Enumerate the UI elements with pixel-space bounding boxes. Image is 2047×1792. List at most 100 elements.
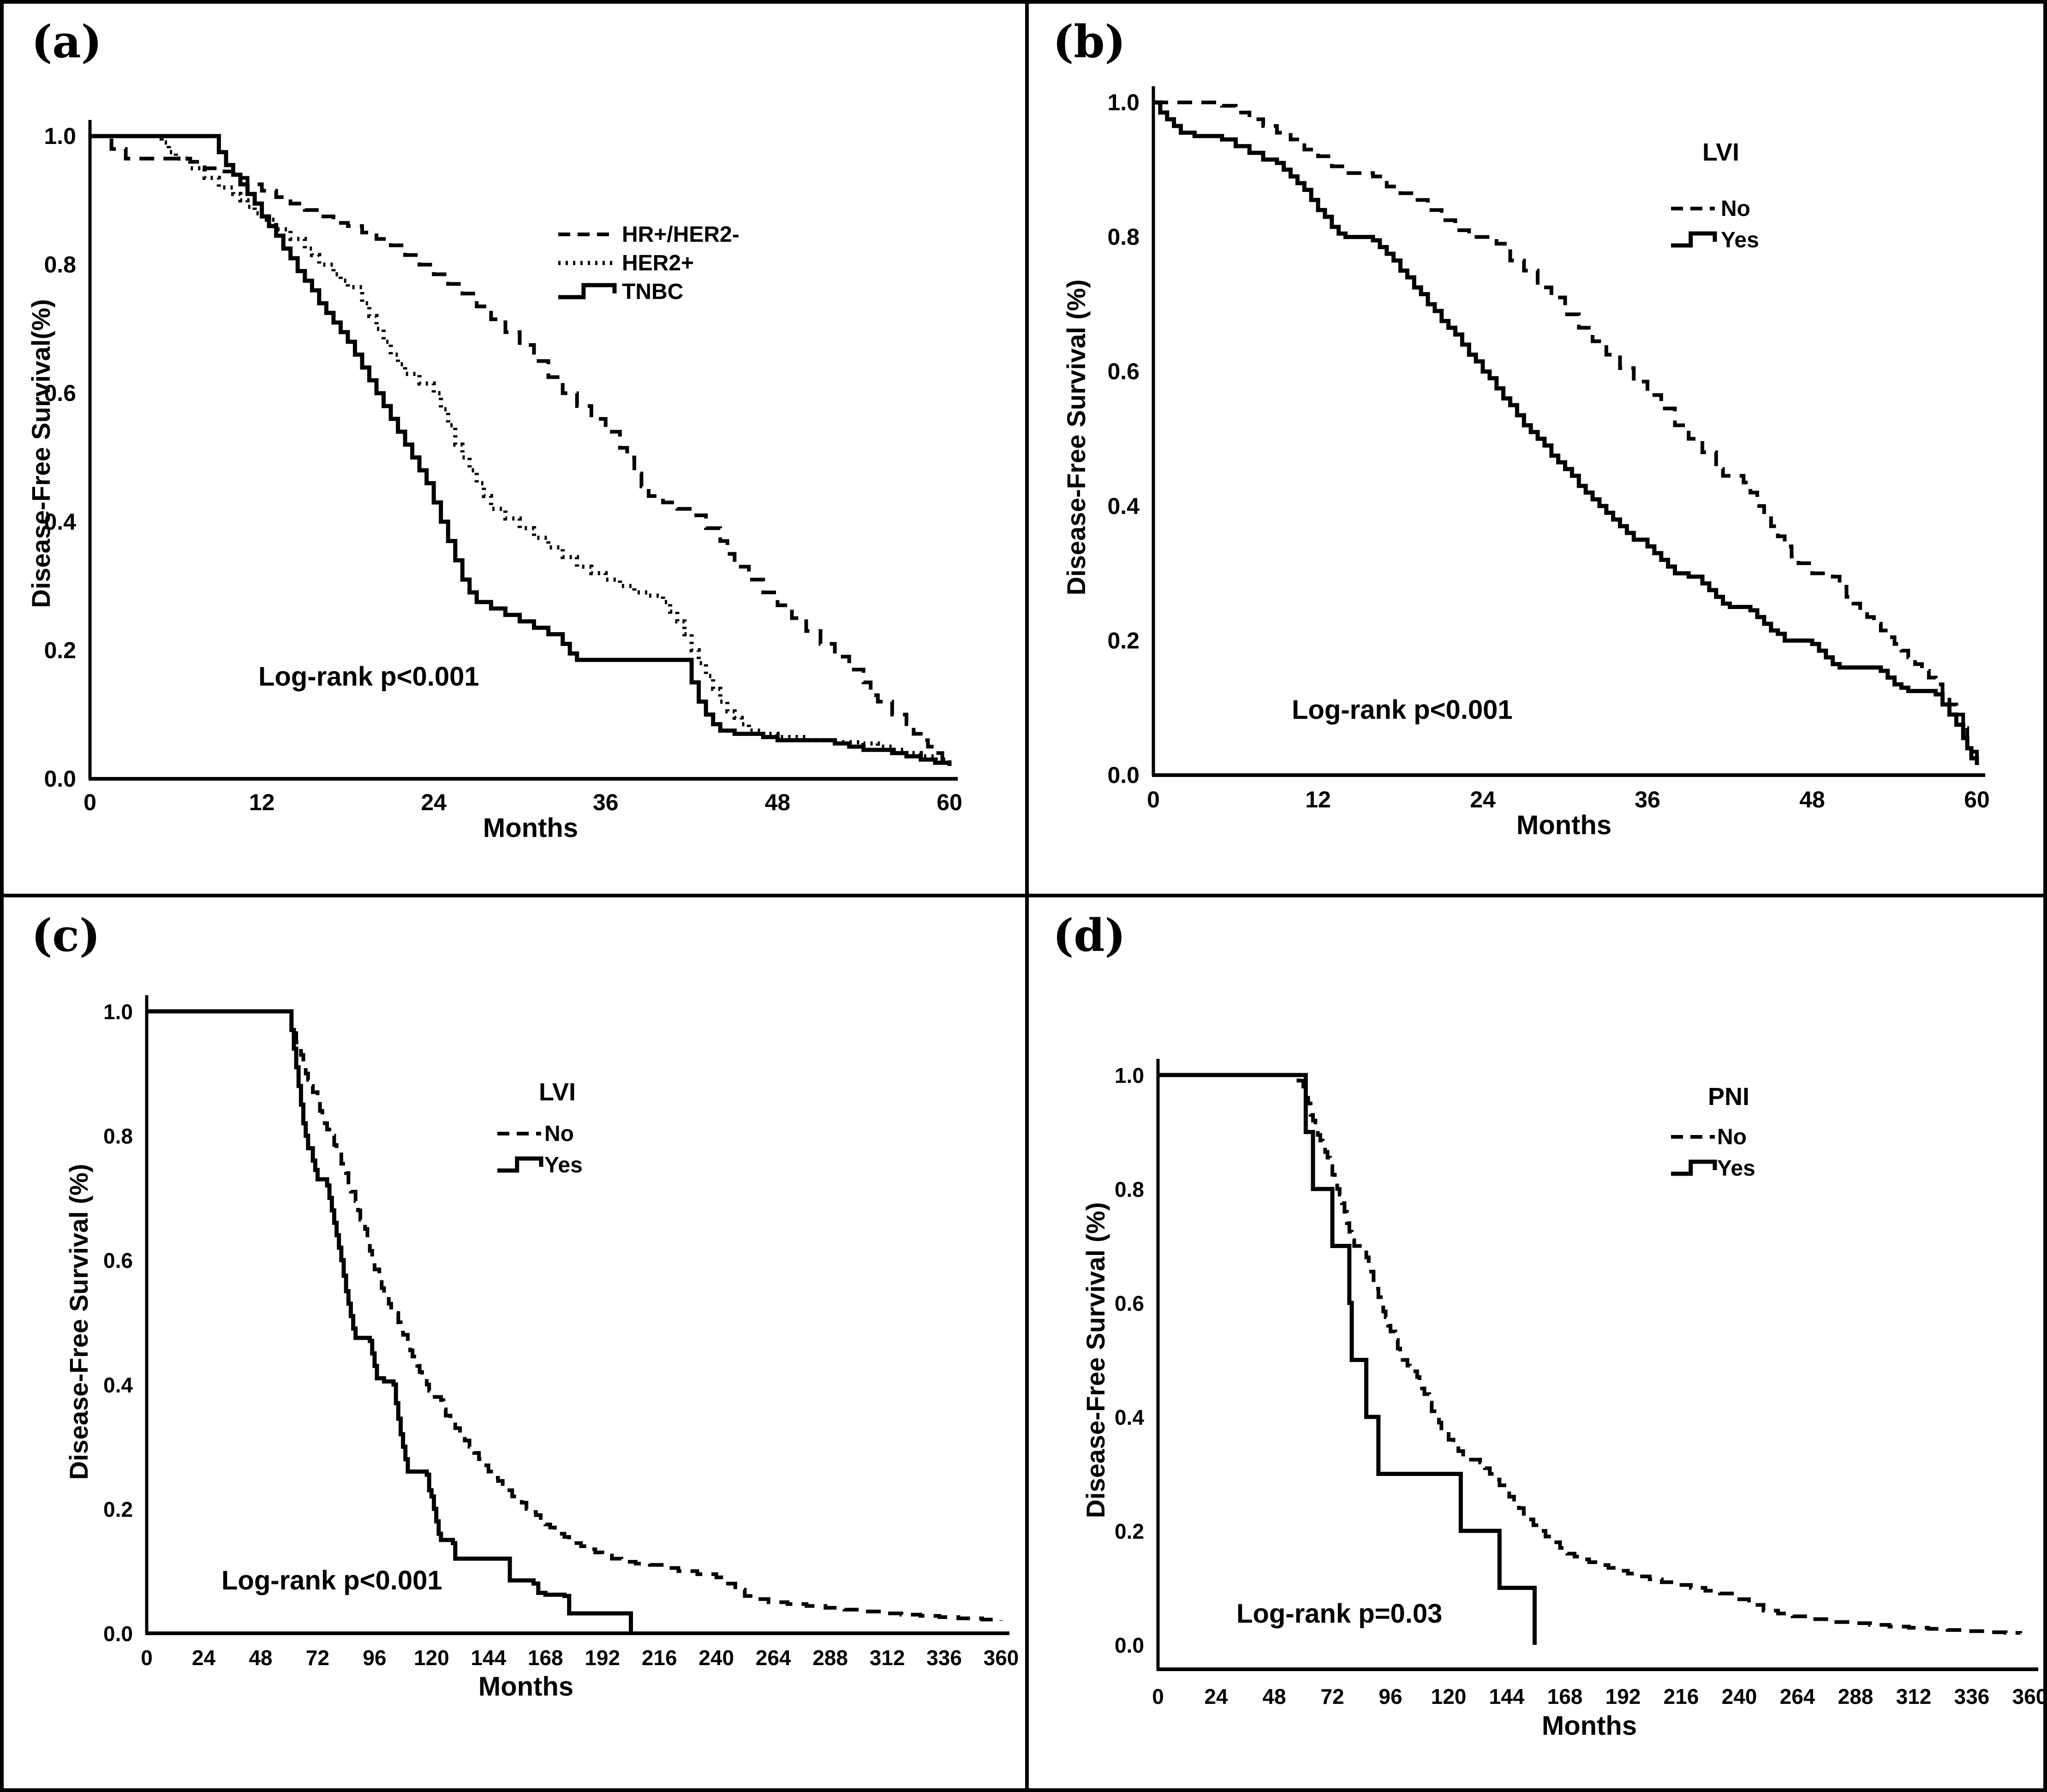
km-chart-c: 1.0 0.8 0.6 0.4 0.2 0.0 0 24 48 72 96 120 144 168 192 2… — [64, 995, 1019, 1702]
km-curve-no — [1153, 101, 1979, 762]
km-curve-tnbc — [90, 134, 952, 766]
x-tick-label: 192 — [585, 1646, 620, 1670]
y-axis-title: Disease-Free Survival (%) — [64, 1164, 93, 1480]
x-tick-label: 96 — [363, 1646, 386, 1670]
legend-line-solid-icon — [497, 1156, 543, 1173]
y-tick-label: 0.8 — [1107, 224, 1140, 250]
y-tick-label: 0.6 — [44, 380, 76, 406]
y-tick-label: 0.0 — [1107, 762, 1140, 788]
x-tick-label: 36 — [1635, 787, 1660, 812]
x-axis-title: Months — [483, 813, 578, 843]
x-tick-label: 120 — [1431, 1684, 1467, 1708]
y-axis-title: Disease-Free Survival(%) — [26, 299, 55, 608]
y-tick-label: 0.2 — [103, 1497, 133, 1521]
horizontal-divider — [4, 894, 2043, 897]
x-tick-label: 12 — [1305, 787, 1331, 812]
x-tick-label: 216 — [1664, 1684, 1699, 1708]
x-tick-label: 0 — [1152, 1684, 1164, 1708]
legend-entry-label: No — [544, 1122, 574, 1146]
x-tick-label: 240 — [1722, 1684, 1757, 1708]
x-tick-label: 24 — [421, 789, 447, 815]
y-tick-label: 0.8 — [44, 252, 76, 278]
y-tick-label: 0.4 — [44, 509, 76, 535]
x-tick-label: 0 — [1147, 787, 1160, 812]
x-tick-label: 216 — [642, 1646, 677, 1670]
x-tick-label: 312 — [1896, 1684, 1932, 1708]
x-tick-label: 96 — [1379, 1684, 1402, 1708]
x-tick-label: 12 — [249, 789, 275, 815]
logrank-annotation: Log-rank p<0.001 — [258, 662, 479, 692]
km-curve-yes — [1153, 100, 1979, 765]
y-tick-label: 0.6 — [103, 1248, 133, 1272]
x-axis-title: Months — [478, 1672, 573, 1702]
legend-line-solid-icon — [558, 283, 617, 299]
legend-entry-label: TNBC — [622, 280, 683, 304]
y-tick-label: 1.0 — [1115, 1063, 1144, 1087]
x-tick-label: 0 — [141, 1646, 153, 1670]
legend-line-solid-icon — [1671, 1159, 1717, 1176]
x-tick-label: 72 — [306, 1646, 329, 1670]
y-tick-label: 0.8 — [1115, 1177, 1144, 1201]
km-curve-yes — [147, 1009, 633, 1633]
x-tick-label: 72 — [1320, 1684, 1344, 1708]
legend-entry-label: Yes — [544, 1153, 583, 1177]
panel-a: (a) 1.0 0.8 0.6 0.4 0.2 0.0 0 12 24 36 48 60 Months D… — [4, 4, 1021, 894]
y-tick-label: 0.4 — [103, 1373, 133, 1397]
logrank-annotation: Log-rank p<0.001 — [221, 1565, 442, 1595]
panel-a-label: (a) — [31, 16, 102, 68]
x-tick-label: 312 — [870, 1646, 905, 1670]
x-tick-label: 240 — [698, 1646, 734, 1670]
x-tick-label: 0 — [84, 789, 96, 815]
panel-c: (c) 1.0 0.8 0.6 0.4 0.2 0.0 0 24 48 72 96 120 144 168… — [4, 897, 1021, 1788]
legend-title: LVI — [1702, 138, 1739, 166]
y-tick-label: 0.6 — [1107, 358, 1140, 384]
km-curve-yes — [1158, 1073, 1537, 1645]
x-tick-label: 288 — [1838, 1684, 1874, 1708]
x-tick-label: 168 — [528, 1646, 563, 1670]
x-tick-label: 48 — [1262, 1684, 1286, 1708]
km-curve-her2- — [90, 134, 952, 766]
y-tick-label: 0.6 — [1115, 1291, 1144, 1315]
km-chart-a: 1.0 0.8 0.6 0.4 0.2 0.0 0 12 24 36 48 60 Months Disea… — [26, 120, 962, 843]
x-tick-label: 360 — [2012, 1684, 2047, 1708]
x-tick-label: 360 — [984, 1646, 1019, 1670]
y-tick-label: 0.8 — [103, 1124, 133, 1148]
y-tick-label: 0.2 — [1107, 627, 1140, 653]
x-tick-label: 48 — [249, 1646, 272, 1670]
y-tick-label: 1.0 — [103, 1000, 133, 1024]
panel-b: (b) 1.0 0.8 0.6 0.4 0.2 0.0 0 12 24 36 48 60 Months D… — [1025, 4, 2043, 894]
y-tick-label: 0.4 — [1107, 493, 1140, 519]
x-tick-label: 264 — [1780, 1684, 1815, 1708]
y-tick-label: 1.0 — [1107, 90, 1140, 115]
legend-title: PNI — [1708, 1083, 1749, 1111]
panel-d-label: (d) — [1053, 909, 1126, 962]
legend-entry-label: No — [1721, 197, 1750, 221]
logrank-annotation: Log-rank p<0.001 — [1292, 695, 1513, 725]
x-tick-label: 144 — [471, 1646, 506, 1670]
y-tick-label: 0.0 — [1115, 1633, 1144, 1657]
x-tick-label: 48 — [765, 789, 791, 815]
x-tick-label: 264 — [756, 1646, 791, 1670]
legend-entry-label: No — [1717, 1125, 1747, 1149]
y-tick-label: 0.0 — [103, 1622, 133, 1646]
y-axis-title: Disease-Free Survival (%) — [1062, 280, 1091, 596]
x-tick-label: 168 — [1547, 1684, 1583, 1708]
x-tick-label: 120 — [414, 1646, 449, 1670]
panel-d: (d) 1.0 0.8 0.6 0.4 0.2 0.0 0 24 48 72 96 120 144 168… — [1025, 897, 2047, 1788]
panel-b-label: (b) — [1053, 16, 1126, 68]
y-tick-label: 0.0 — [44, 766, 76, 792]
x-tick-label: 24 — [192, 1646, 216, 1670]
km-chart-d: 1.0 0.8 0.6 0.4 0.2 0.0 0 24 48 72 96 120 144 168 192 2… — [1081, 1059, 2047, 1741]
y-tick-label: 0.2 — [44, 637, 76, 663]
vertical-divider — [1025, 4, 1029, 1788]
legend-entry-label: Yes — [1717, 1156, 1755, 1181]
x-tick-label: 336 — [1954, 1684, 1990, 1708]
x-tick-label: 288 — [812, 1646, 848, 1670]
legend-entry-label: HER2+ — [622, 251, 694, 275]
x-tick-label: 60 — [937, 789, 962, 815]
y-tick-label: 0.2 — [1115, 1519, 1144, 1543]
legend-title: LVI — [539, 1078, 576, 1106]
panel-c-label: (c) — [31, 909, 101, 962]
km-curve-no — [147, 1009, 1003, 1622]
